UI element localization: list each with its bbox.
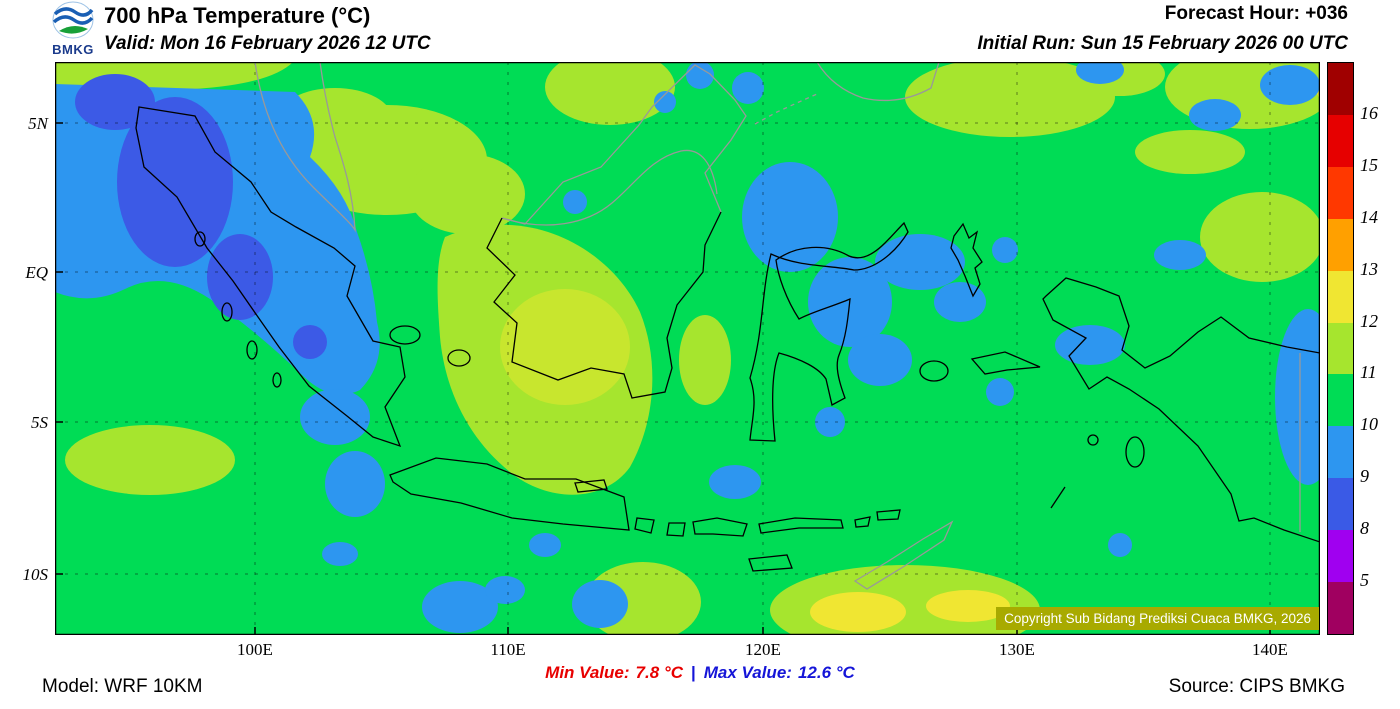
page-title: 700 hPa Temperature (°C) [104, 3, 371, 28]
colorbar-segment [1328, 166, 1353, 219]
colorbar-label-15: 15 [1360, 154, 1378, 175]
lat-label-EQ: EQ [25, 263, 48, 282]
min-value-label: Min Value: [545, 663, 630, 682]
colorbar-segment [1328, 478, 1353, 531]
colorbar-segment [1328, 114, 1353, 167]
colorbar-label-14: 14 [1360, 206, 1378, 227]
min-value: 7.8 °C [635, 663, 683, 682]
minmax-line: Min Value: 7.8 °C | Max Value: 12.6 °C [0, 663, 1400, 683]
colorbar-label-5: 5 [1360, 570, 1369, 591]
forecast-hour: Forecast Hour: +036 [1164, 3, 1348, 24]
max-value: 12.6 °C [797, 663, 855, 682]
colorbar-segment [1328, 218, 1353, 271]
max-value-label: Max Value: [703, 663, 792, 682]
region-12-13C [344, 84, 1333, 632]
colorbar-label-10: 10 [1360, 414, 1378, 435]
lon-label-140E: 140E [1252, 640, 1288, 659]
lon-label-130E: 130E [999, 640, 1035, 659]
initial-run: Initial Run: Sun 15 February 2026 00 UTC [977, 33, 1348, 54]
colorbar-label-13: 13 [1360, 258, 1378, 279]
colorbar-segment [1328, 582, 1353, 634]
lat-label-5S: 5S [31, 413, 48, 432]
lat-label-10S: 10S [22, 565, 49, 584]
graticule [55, 62, 1320, 635]
lon-label-120E: 120E [745, 640, 781, 659]
colorbar-label-11: 11 [1360, 362, 1377, 383]
colorbar-label-12: 12 [1360, 310, 1378, 331]
colorbar-label-8: 8 [1360, 518, 1369, 539]
colorbar-segment [1328, 270, 1353, 323]
valid-time: Valid: Mon 16 February 2026 12 UTC [104, 33, 431, 54]
bmkg-logo: BMKG [42, 1, 104, 57]
map-frame [54, 61, 1321, 636]
colorbar-segment [1328, 374, 1353, 427]
colorbar-segment [1328, 322, 1353, 375]
colorbar-segment [1328, 530, 1353, 583]
colorbar-label-9: 9 [1360, 466, 1369, 487]
copyright-badge: Copyright Sub Bidang Prediksi Cuaca BMKG… [996, 607, 1319, 630]
source-label: Source: CIPS BMKG [1168, 676, 1345, 697]
bmkg-logo-label: BMKG [52, 42, 94, 57]
region-warm-core [500, 289, 630, 405]
colorbar-segment [1328, 426, 1353, 479]
model-label: Model: WRF 10KM [42, 676, 203, 697]
minmax-separator: | [690, 663, 696, 682]
colorbar-label-16: 16 [1360, 102, 1378, 123]
lon-label-100E: 100E [237, 640, 273, 659]
coastlines [135, 106, 1321, 572]
region-8-9C [75, 74, 327, 359]
temperature-map [54, 45, 1341, 655]
lon-label-110E: 110E [490, 640, 526, 659]
colorbar-segment [1328, 63, 1353, 115]
temperature-map-svg [54, 45, 1341, 655]
colorbar [1327, 62, 1354, 635]
foreign-borders [254, 61, 1301, 590]
bmkg-logo-icon [52, 1, 94, 39]
lat-label-5N: 5N [28, 114, 48, 133]
